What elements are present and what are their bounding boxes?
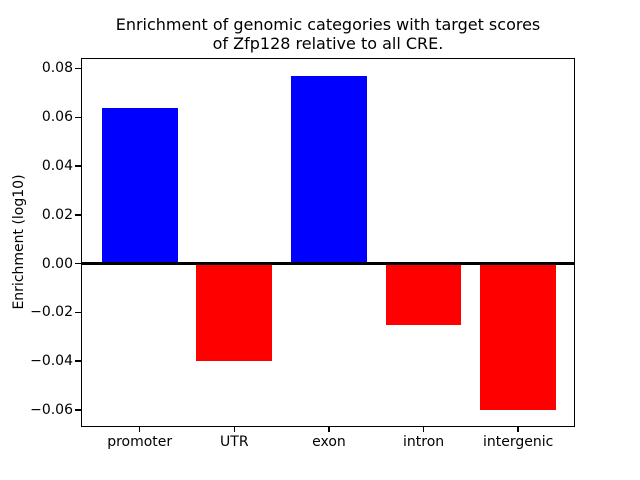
x-tick-label-promoter: promoter [107,434,173,450]
y-tick-mark [75,214,81,216]
y-tick-mark [75,165,81,167]
zero-line [81,262,575,266]
y-tick-label: 0.08 [41,60,73,77]
x-tick-mark [233,427,236,432]
chart-title: Enrichment of genomic categories with ta… [115,15,541,53]
x-tick-mark [138,427,141,432]
bar-intergenic [480,263,557,410]
y-tick-mark [75,311,81,314]
y-tick-mark [75,409,81,411]
y-tick-mark [75,360,81,362]
x-tick-label-exon: exon [312,434,346,450]
bar-promoter [101,107,178,264]
y-tick-label: −0.02 [30,304,73,321]
x-tick-mark [328,427,330,432]
y-axis-label: Enrichment (log10) [11,174,27,310]
x-tick-mark [422,427,425,432]
x-tick-label-intergenic: intergenic [483,434,554,450]
y-tick-mark [75,67,81,70]
y-tick-label: 0.04 [41,158,73,175]
x-tick-label-UTR: UTR [220,434,249,450]
y-tick-label: −0.04 [30,353,73,370]
y-tick-mark [75,262,81,265]
bar-exon [291,75,367,264]
bar-UTR [196,263,273,362]
bar-intron [385,263,462,325]
y-tick-label: 0.02 [41,206,73,223]
y-tick-label: 0.06 [41,109,73,126]
y-tick-mark [75,116,81,118]
bars-layer [81,58,575,427]
x-tick-mark [517,427,519,432]
x-tick-label-intron: intron [403,434,445,450]
y-tick-label: −0.06 [30,401,73,418]
y-tick-label: 0.00 [41,255,73,272]
